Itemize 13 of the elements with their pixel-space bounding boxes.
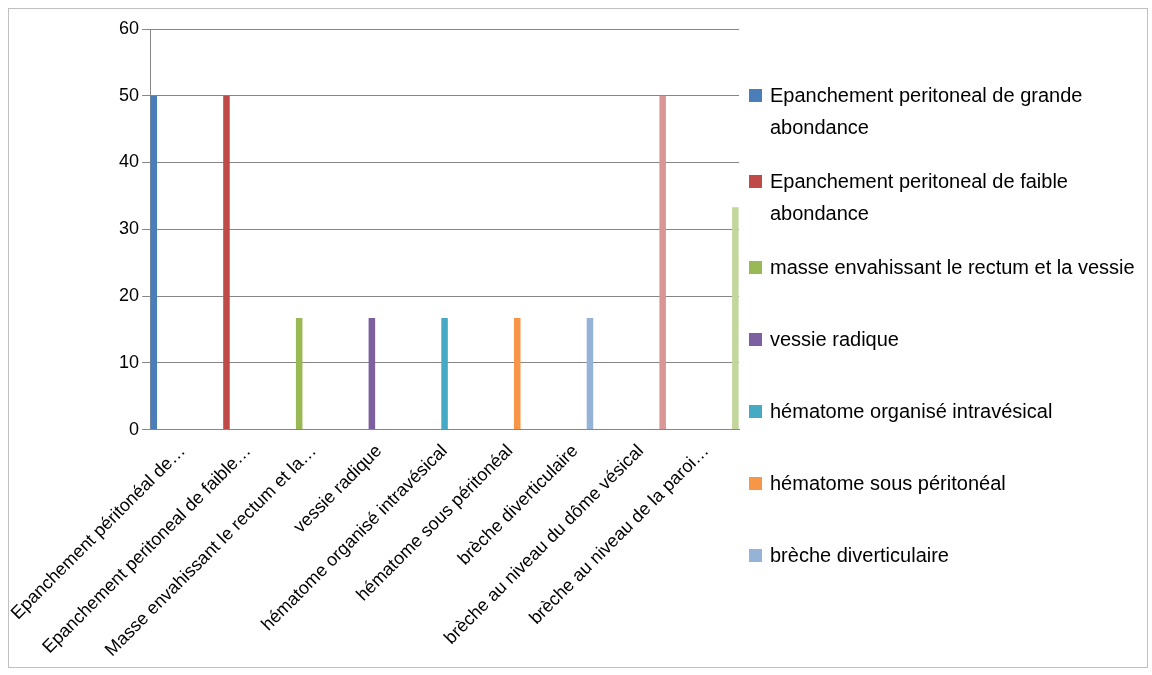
legend-label: masse envahissant le rectum et la vessie <box>770 255 1135 280</box>
legend-label: Epanchement peritoneal de grande abondance <box>770 83 1084 140</box>
legend-label: hématome organisé intravésical <box>770 399 1053 424</box>
y-tick-label: 50 <box>119 84 140 105</box>
legend-label: vessie radique <box>770 327 899 352</box>
y-tick-label: 20 <box>119 285 140 306</box>
legend-label: Epanchement peritoneal de faible abondance <box>770 169 1069 226</box>
y-tick-label: 30 <box>119 218 140 239</box>
legend-label: hématome sous péritonéal <box>770 471 1006 496</box>
y-tick-label: 60 <box>119 17 140 38</box>
y-tick-label: 40 <box>119 151 140 172</box>
y-tick-label: 10 <box>119 351 140 372</box>
y-tick-label: 0 <box>129 418 140 439</box>
